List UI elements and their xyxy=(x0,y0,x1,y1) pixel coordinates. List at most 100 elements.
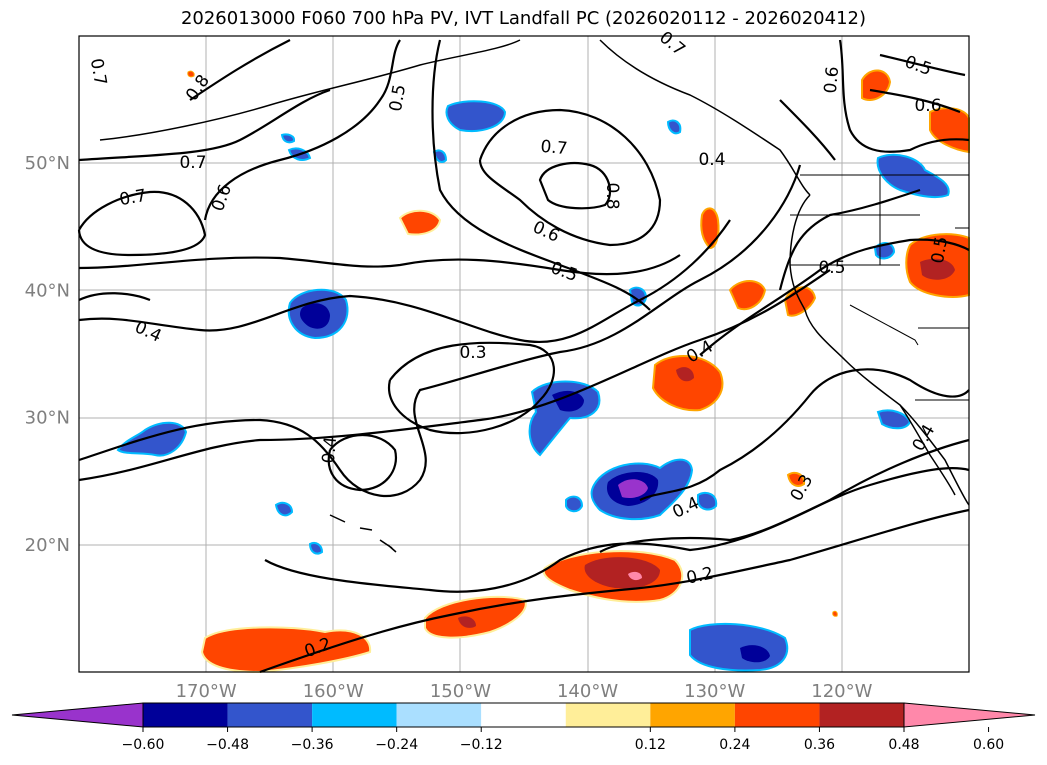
colorbar-tick-label: −0.36 xyxy=(291,737,334,753)
latitude-labels: 50°N 40°N 30°N 20°N xyxy=(25,153,70,556)
positive-pv-blob xyxy=(187,70,195,78)
contour-line xyxy=(869,88,961,114)
colorbar-tick-label: 0.36 xyxy=(804,737,835,753)
contour-label: 0.7 xyxy=(540,137,569,159)
colorbar-segment xyxy=(819,703,904,727)
pv-contours xyxy=(77,39,970,674)
longitude-labels: 170°W 160°W 150°W 140°W 130°W 120°W xyxy=(176,681,873,702)
contour-label: 0.4 xyxy=(319,436,341,465)
contour-label: 0.7 xyxy=(179,153,206,173)
longitude-label: 130°W xyxy=(684,681,745,702)
us-west-coast xyxy=(804,309,970,506)
positive-pv-blob xyxy=(700,207,720,250)
colorbar-segment xyxy=(227,703,313,727)
contour-line xyxy=(599,467,970,553)
negative-pv-blob xyxy=(666,119,682,135)
colorbar-segment xyxy=(734,703,820,727)
positive-pv-blob xyxy=(398,209,442,236)
contour-line xyxy=(78,254,681,276)
longitude-label: 160°W xyxy=(303,681,364,702)
contour-line xyxy=(538,162,612,210)
positive-pv-blob xyxy=(920,258,955,280)
contour-label: 0.5 xyxy=(928,235,952,265)
negative-pv-blob xyxy=(565,495,584,513)
border-line xyxy=(879,175,920,216)
contour-line xyxy=(78,292,151,302)
contour-line xyxy=(387,341,555,435)
latitude-label: 50°N xyxy=(25,153,70,174)
contour-label: 0.5 xyxy=(386,83,410,113)
map-title: 2026013000 F060 700 hPa PV, IVT Landfall… xyxy=(180,8,867,29)
negative-pv-blob xyxy=(300,303,330,329)
positive-pv-blob xyxy=(786,471,806,487)
positive-pv-blob xyxy=(628,571,642,581)
negative-pv-blob xyxy=(697,491,718,511)
baja-coast xyxy=(899,404,956,496)
contour-line xyxy=(779,99,836,161)
contour-label: 0.6 xyxy=(821,66,843,95)
negative-pv-blob xyxy=(740,645,770,663)
contour-line xyxy=(78,219,731,343)
contour-line xyxy=(838,39,970,153)
colorbar-frame xyxy=(142,702,905,728)
positive-pv-blob xyxy=(584,557,660,589)
colorbar: −0.60 −0.48 −0.36 −0.24 −0.12 0.12 0.24 0.36 0.4… xyxy=(11,702,1036,753)
contour-line xyxy=(478,108,662,247)
colorbar-segment xyxy=(650,703,735,727)
alaska-aleutian-coast xyxy=(99,39,521,141)
contour-label: 0.6 xyxy=(914,96,941,116)
colorbar-tick-label: −0.24 xyxy=(375,737,418,753)
colorbar-tick-label: 0.24 xyxy=(719,737,750,753)
negative-pv-blob xyxy=(445,100,507,132)
map-area xyxy=(79,36,969,672)
colorbar-max-arrow xyxy=(903,702,1036,728)
negative-pv-blob xyxy=(274,501,294,517)
positive-pv-blob xyxy=(676,367,694,382)
colorbar-min-arrow xyxy=(11,702,144,728)
colorbar-segment xyxy=(481,703,566,727)
colorbar-tick-label: 0.60 xyxy=(973,737,1004,753)
longitude-label: 140°W xyxy=(557,681,618,702)
positive-pv-blob xyxy=(424,595,527,639)
contour-label: 0.5 xyxy=(818,258,845,278)
negative-pv-blob xyxy=(689,622,789,672)
latitude-label: 30°N xyxy=(25,408,70,429)
positive-pv-blob xyxy=(651,354,724,412)
hawaii-islands xyxy=(329,514,397,553)
contour-label: 0.4 xyxy=(698,150,725,170)
positive-pv-blob xyxy=(200,626,372,674)
colorbar-segment xyxy=(565,703,651,727)
contour-line xyxy=(699,238,970,356)
colorbar-segment xyxy=(143,703,228,727)
negative-pv-blob xyxy=(308,542,324,555)
latitude-label: 20°N xyxy=(25,535,70,556)
contour-line xyxy=(77,190,207,257)
negative-pv-blob xyxy=(876,153,950,199)
colorbar-segment xyxy=(396,703,482,727)
contour-line xyxy=(327,433,398,492)
contour-label: 0.7 xyxy=(86,57,110,87)
contour-label: 0.8 xyxy=(602,182,622,209)
map-border xyxy=(78,35,970,673)
pv-anomaly-fills xyxy=(116,69,970,674)
contour-label: 0.3 xyxy=(459,343,486,363)
negative-pv-blob xyxy=(552,390,584,412)
longitude-label: 150°W xyxy=(430,681,491,702)
longitude-label: 120°W xyxy=(811,681,872,702)
contour-line xyxy=(431,39,651,311)
contour-label: 0.7 xyxy=(118,186,148,210)
colorbar-tick-label: 0.12 xyxy=(635,737,666,753)
negative-pv-blob xyxy=(432,149,448,163)
colorbar-tick-label: 0.48 xyxy=(888,737,919,753)
longitude-label: 170°W xyxy=(176,681,237,702)
contour-line xyxy=(189,39,291,101)
negative-pv-blob xyxy=(618,479,648,498)
positive-pv-blob xyxy=(458,616,476,628)
colorbar-tick-label: −0.12 xyxy=(460,737,503,753)
border-line xyxy=(849,304,919,346)
contour-line xyxy=(259,508,970,674)
contour-line xyxy=(879,53,966,77)
negative-pv-blob xyxy=(280,133,296,144)
political-borders xyxy=(790,174,969,401)
